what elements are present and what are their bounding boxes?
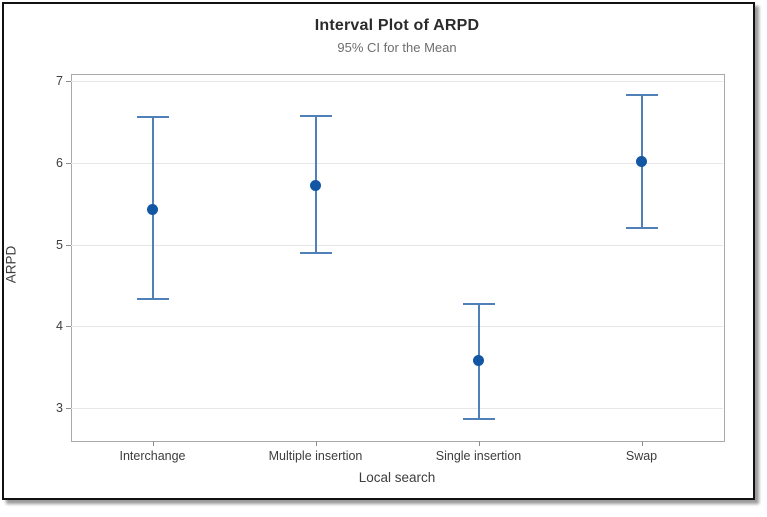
ci-cap-bottom[interactable]	[299, 251, 332, 254]
x-axis-label: Local search	[358, 470, 436, 485]
x-axis-tick	[315, 441, 317, 446]
y-tick-label: 6	[56, 156, 63, 171]
x-axis-tick	[478, 441, 480, 446]
plot-area	[71, 74, 725, 442]
y-tick-label: 7	[56, 74, 63, 89]
ci-cap-bottom[interactable]	[625, 226, 658, 229]
gridline	[71, 326, 723, 328]
mean-marker[interactable]	[636, 155, 647, 167]
gridline	[71, 81, 723, 83]
gridline	[71, 163, 723, 165]
x-axis-tick	[641, 441, 643, 446]
ci-cap-top[interactable]	[136, 116, 169, 119]
x-tick-label: Multiple insertion	[268, 449, 363, 463]
chart-title: Interval Plot of ARPD	[314, 17, 480, 34]
mean-marker[interactable]	[473, 355, 484, 367]
x-axis-tick	[152, 441, 154, 446]
ci-cap-top[interactable]	[462, 303, 495, 306]
graph-window: Interval Plot of ARPD 95% CI for the Mea…	[2, 2, 755, 500]
y-tick-label: 4	[56, 319, 63, 334]
ci-cap-bottom[interactable]	[462, 417, 495, 420]
gridline	[71, 408, 723, 410]
y-tick-label: 3	[56, 401, 63, 416]
chart-subtitle: 95% CI for the Mean	[337, 40, 457, 55]
x-tick-label: Swap	[625, 449, 658, 463]
y-axis-tick	[66, 81, 71, 83]
y-axis-label: ARPD	[3, 245, 19, 284]
x-tick-label: Interchange	[119, 449, 186, 463]
y-axis-tick	[66, 408, 71, 410]
ci-cap-top[interactable]	[625, 94, 658, 97]
mean-marker[interactable]	[310, 179, 321, 191]
ci-cap-bottom[interactable]	[136, 298, 169, 301]
y-axis-tick	[66, 163, 71, 165]
y-tick-label: 5	[56, 237, 63, 252]
mean-marker[interactable]	[147, 204, 158, 216]
y-axis-tick	[66, 326, 71, 328]
x-tick-label: Single insertion	[435, 449, 522, 463]
ci-cap-top[interactable]	[299, 115, 332, 118]
y-axis-tick	[66, 244, 71, 246]
gridline	[71, 244, 723, 246]
